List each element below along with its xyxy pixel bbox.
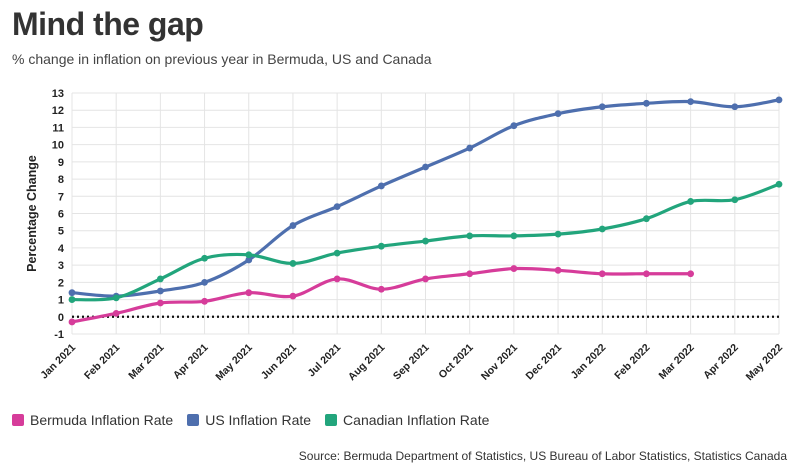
y-tick-label: 0 — [58, 312, 64, 324]
y-tick-label: 3 — [58, 260, 64, 272]
y-tick-label: 12 — [52, 105, 64, 117]
data-point-bermuda — [68, 318, 76, 326]
x-tick-label: Dec 2021 — [523, 342, 564, 383]
data-point-us — [289, 222, 297, 229]
data-point-canada — [289, 260, 297, 267]
data-point-bermuda — [510, 265, 518, 272]
data-point-canada — [333, 249, 341, 257]
data-point-us — [643, 99, 650, 107]
x-tick-label: Jun 2021 — [259, 342, 299, 382]
y-tick-label: 11 — [52, 122, 64, 134]
x-tick-label: Feb 2022 — [612, 342, 652, 382]
y-tick-label: 7 — [58, 191, 64, 203]
data-point-bermuda — [289, 292, 297, 300]
x-tick-label: Nov 2021 — [479, 342, 520, 383]
data-point-canada — [554, 230, 562, 238]
x-tick-label: Mar 2022 — [656, 342, 696, 382]
x-tick-label: Oct 2021 — [436, 342, 476, 382]
data-point-canada — [245, 251, 253, 259]
x-tick-label: Jul 2021 — [305, 342, 343, 380]
legend-swatch-canada — [325, 414, 338, 426]
data-point-canada — [687, 198, 695, 205]
x-tick-label: Apr 2021 — [171, 342, 211, 382]
y-tick-label: 9 — [58, 157, 64, 169]
legend-label-bermuda: Bermuda Inflation Rate — [30, 412, 174, 428]
x-tick-label: Feb 2021 — [82, 342, 122, 382]
data-point-canada — [422, 237, 429, 245]
data-point-bermuda — [156, 299, 164, 307]
data-point-us — [333, 203, 341, 211]
legend-item-canada: Canadian Inflation Rate — [325, 412, 489, 428]
data-point-bermuda — [377, 285, 385, 293]
data-point-us — [731, 103, 739, 111]
data-point-bermuda — [333, 275, 341, 283]
data-point-bermuda — [422, 275, 429, 283]
data-point-canada — [731, 196, 739, 204]
data-point-canada — [156, 275, 164, 283]
legend-item-bermuda: Bermuda Inflation Rate — [12, 412, 173, 428]
y-axis-label: Percentage Change — [25, 155, 39, 272]
x-tick-label: May 2021 — [213, 342, 255, 384]
data-point-canada — [201, 254, 208, 262]
y-tick-label: 8 — [58, 174, 64, 186]
y-tick-label: 4 — [58, 243, 65, 255]
legend-swatch-us — [187, 414, 200, 426]
data-point-bermuda — [112, 309, 120, 317]
x-tick-label: Sep 2021 — [391, 342, 432, 383]
x-tick-label: Apr 2022 — [701, 342, 741, 382]
data-point-us — [422, 163, 429, 171]
data-point-canada — [643, 215, 650, 223]
data-point-us — [687, 98, 695, 106]
data-point-us — [775, 96, 783, 104]
data-point-us — [245, 256, 253, 264]
data-point-us — [466, 144, 474, 152]
data-point-canada — [377, 242, 385, 250]
source-note: Source: Bermuda Department of Statistics… — [298, 449, 787, 463]
data-point-canada — [466, 232, 474, 240]
data-point-canada — [598, 225, 606, 233]
legend-label-canada: Canadian Inflation Rate — [343, 412, 490, 428]
y-tick-label: 2 — [58, 277, 64, 289]
data-point-us — [201, 278, 208, 286]
data-point-us — [598, 103, 606, 111]
data-point-canada — [775, 180, 783, 188]
chart-subtitle: % change in inflation on previous year i… — [12, 51, 432, 67]
data-point-bermuda — [201, 297, 208, 305]
x-tick-label: Mar 2021 — [126, 342, 166, 382]
legend: Bermuda Inflation Rate US Inflation Rate… — [12, 412, 489, 428]
x-tick-label: Jan 2021 — [38, 342, 78, 382]
legend-swatch-bermuda — [12, 414, 24, 426]
y-tick-label: 5 — [58, 226, 64, 238]
chart-title: Mind the gap — [12, 6, 204, 42]
y-tick-label: 1 — [58, 295, 64, 307]
y-tick-label: -1 — [54, 329, 64, 341]
data-point-bermuda — [466, 270, 474, 278]
data-point-us — [377, 182, 385, 190]
data-point-bermuda — [643, 270, 650, 278]
data-point-bermuda — [554, 266, 562, 274]
data-point-us — [554, 110, 562, 118]
data-point-bermuda — [245, 289, 253, 297]
y-tick-label: 10 — [52, 140, 64, 152]
data-point-canada — [68, 296, 76, 303]
data-point-canada — [112, 294, 120, 302]
x-tick-label: May 2022 — [744, 342, 786, 384]
y-tick-label: 6 — [58, 209, 64, 221]
y-tick-label: 13 — [52, 88, 64, 100]
legend-label-us: US Inflation Rate — [205, 412, 312, 428]
data-point-us — [68, 289, 76, 297]
data-point-bermuda — [598, 270, 606, 278]
x-tick-label: Aug 2021 — [346, 342, 388, 384]
data-point-us — [156, 287, 164, 295]
legend-item-us: US Inflation Rate — [187, 412, 311, 428]
data-point-us — [510, 122, 518, 130]
x-tick-label: Jan 2022 — [569, 342, 609, 382]
data-point-canada — [510, 232, 518, 240]
data-point-bermuda — [687, 270, 695, 278]
